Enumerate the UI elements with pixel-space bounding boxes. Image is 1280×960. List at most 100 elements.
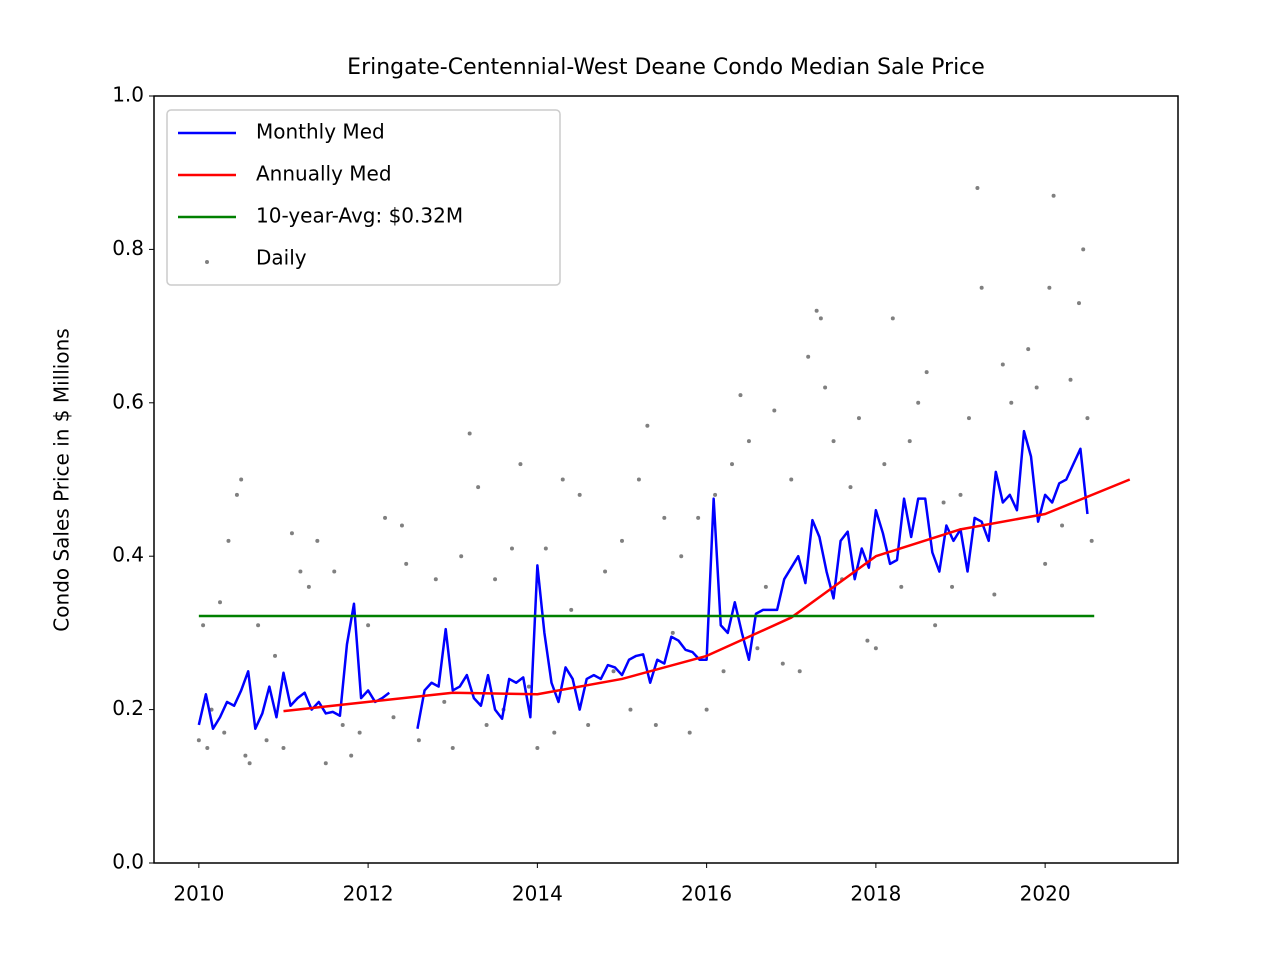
- daily-point: [890, 316, 895, 321]
- daily-point: [349, 753, 354, 758]
- daily-point: [806, 354, 811, 359]
- daily-point: [243, 753, 248, 758]
- daily-point: [357, 730, 362, 735]
- series-line: [283, 478, 1131, 713]
- daily-point: [306, 584, 311, 589]
- daily-point: [256, 623, 261, 628]
- daily-point: [873, 646, 878, 651]
- chart-title: Eringate-Centennial-West Deane Condo Med…: [347, 55, 985, 80]
- daily-point: [814, 308, 819, 313]
- daily-point: [1051, 193, 1056, 198]
- daily-point: [332, 569, 337, 574]
- daily-point: [264, 738, 269, 743]
- daily-point: [941, 500, 946, 505]
- legend-box: [166, 109, 561, 286]
- daily-point: [818, 316, 823, 321]
- y-tick-label: 0.0: [112, 850, 144, 874]
- daily-point: [687, 730, 692, 735]
- daily-point: [856, 416, 861, 421]
- daily-point: [1026, 347, 1031, 352]
- daily-point: [234, 492, 239, 497]
- daily-point: [450, 745, 455, 750]
- plot-frame: [153, 95, 1179, 864]
- daily-point: [366, 623, 371, 628]
- daily-point: [433, 577, 438, 582]
- daily-point: [755, 646, 760, 651]
- daily-point: [772, 408, 777, 413]
- daily-point: [738, 393, 743, 398]
- daily-point: [569, 607, 574, 612]
- daily-point: [611, 669, 616, 674]
- daily-point: [670, 630, 675, 635]
- daily-point: [416, 738, 421, 743]
- daily-point: [1043, 561, 1048, 566]
- daily-point: [924, 370, 929, 375]
- daily-point: [493, 577, 498, 582]
- daily-point: [848, 485, 853, 490]
- daily-point: [713, 492, 718, 497]
- daily-point: [442, 699, 447, 704]
- daily-point: [209, 707, 214, 712]
- legend-marker: [205, 260, 209, 264]
- daily-point: [484, 722, 489, 727]
- legend-label: Monthly Med: [256, 120, 385, 144]
- y-tick-label: 1.0: [112, 83, 144, 107]
- legend-label: Annually Med: [256, 162, 392, 186]
- daily-point: [992, 592, 997, 597]
- y-tick-label: 0.4: [112, 543, 144, 567]
- daily-point: [780, 661, 785, 666]
- daily-point: [797, 669, 802, 674]
- daily-point: [721, 669, 726, 674]
- daily-point: [619, 538, 624, 543]
- daily-point: [966, 416, 971, 421]
- daily-point: [882, 462, 887, 467]
- daily-point: [586, 722, 591, 727]
- daily-point: [746, 439, 751, 444]
- daily-point: [933, 623, 938, 628]
- daily-point: [603, 569, 608, 574]
- daily-point: [628, 707, 633, 712]
- y-tick-label: 0.8: [112, 236, 144, 260]
- daily-point: [789, 477, 794, 482]
- daily-point: [298, 569, 303, 574]
- x-tick-label: 2016: [681, 882, 732, 906]
- legend-label: Daily: [256, 246, 307, 270]
- daily-point: [247, 761, 252, 766]
- daily-point: [1000, 362, 1005, 367]
- y-axis-label: Condo Sales Price in $ Millions: [50, 328, 74, 631]
- daily-point: [205, 745, 210, 750]
- daily-point: [1009, 400, 1014, 405]
- daily-point: [391, 715, 396, 720]
- daily-point: [467, 431, 472, 436]
- daily-point: [823, 385, 828, 390]
- daily-point: [975, 186, 980, 191]
- daily-point: [763, 584, 768, 589]
- daily-point: [222, 730, 227, 735]
- daily-point: [645, 423, 650, 428]
- daily-point: [543, 546, 548, 551]
- daily-point: [404, 561, 409, 566]
- daily-point: [476, 485, 481, 490]
- daily-point: [907, 439, 912, 444]
- daily-point: [1068, 377, 1073, 382]
- daily-point: [950, 584, 955, 589]
- x-tick-label: 2014: [512, 882, 563, 906]
- daily-point: [1076, 301, 1081, 306]
- daily-point: [916, 400, 921, 405]
- daily-point: [289, 531, 294, 536]
- daily-point: [273, 653, 278, 658]
- daily-point: [577, 492, 582, 497]
- daily-point: [218, 600, 223, 605]
- daily-point: [399, 523, 404, 528]
- daily-point: [679, 554, 684, 559]
- daily-point: [1081, 247, 1086, 252]
- daily-point: [865, 638, 870, 643]
- daily-point: [459, 554, 464, 559]
- daily-point: [340, 722, 345, 727]
- daily-point: [1047, 285, 1052, 290]
- daily-point: [662, 515, 667, 520]
- daily-point: [653, 722, 658, 727]
- daily-point: [315, 538, 320, 543]
- daily-point: [196, 738, 201, 743]
